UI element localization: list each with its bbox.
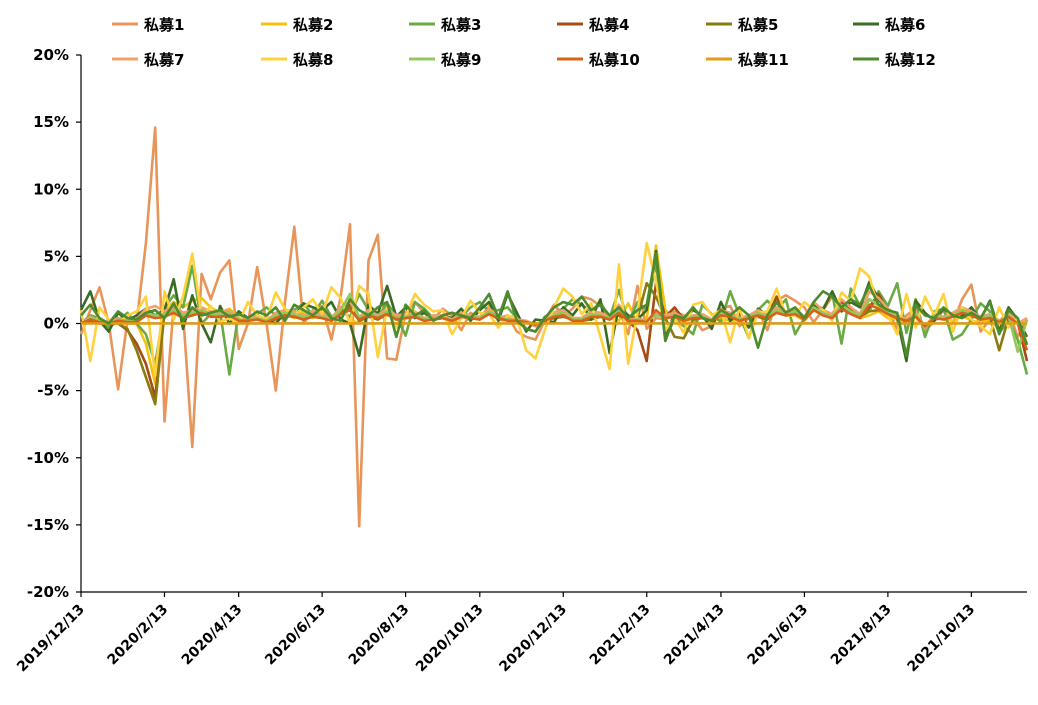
x-tick-label: 2020/12/13 (496, 602, 570, 676)
legend-label: 私募8 (292, 51, 333, 69)
x-tick-label: 2021/8/13 (828, 602, 895, 669)
x-tick-label: 2020/4/13 (179, 602, 246, 669)
legend-label: 私募3 (440, 16, 481, 34)
series-lines (79, 126, 1029, 528)
legend-label: 私募9 (440, 51, 481, 69)
x-tick-label: 2021/6/13 (744, 602, 811, 669)
legend-label: 私募10 (588, 51, 640, 69)
legend-label: 私募11 (737, 51, 789, 69)
legend-label: 私募6 (884, 16, 925, 34)
y-tick-label: 20% (33, 46, 69, 64)
x-tick-label: 2020/10/13 (413, 602, 487, 676)
y-tick-label: -10% (27, 449, 69, 467)
y-tick-label: 15% (33, 113, 69, 131)
x-tick-label: 2019/12/13 (14, 602, 88, 676)
legend-label: 私募4 (588, 16, 629, 34)
legend-label: 私募12 (884, 51, 936, 69)
x-tick-label: 2021/4/13 (661, 602, 728, 669)
y-tick-label: -5% (37, 382, 69, 400)
x-tick-label: 2020/8/13 (346, 602, 413, 669)
x-tick-label: 2020/6/13 (262, 602, 329, 669)
legend-label: 私募7 (143, 51, 184, 69)
x-tick-label: 2021/2/13 (587, 602, 654, 669)
y-tick-label: 5% (44, 247, 69, 265)
y-tick-label: -15% (27, 516, 69, 534)
x-tick-label: 2020/2/13 (105, 602, 172, 669)
y-tick-label: -20% (27, 583, 69, 601)
y-tick-label: 10% (33, 180, 69, 198)
legend: 私募1 私募2 私募3 私募4 私募5 私募6 私募7 私募8 私募9 私募10 私募11 私募12 (112, 16, 936, 69)
x-axis-ticks: 2019/12/13 2020/2/13 2020/4/13 2020/6/13 202… (14, 592, 978, 675)
x-tick-label: 2021/10/13 (905, 602, 979, 676)
series-line-12 (80, 252, 1029, 358)
legend-label: 私募1 (143, 16, 184, 34)
legend-label: 私募5 (737, 16, 778, 34)
legend-label: 私募2 (292, 16, 333, 34)
y-tick-label: 0% (44, 315, 69, 333)
y-axis-ticks: 20% 15% 10% 5% 0% -5% -10% -15% -20% (27, 46, 81, 601)
series-line-10 (80, 303, 1029, 351)
